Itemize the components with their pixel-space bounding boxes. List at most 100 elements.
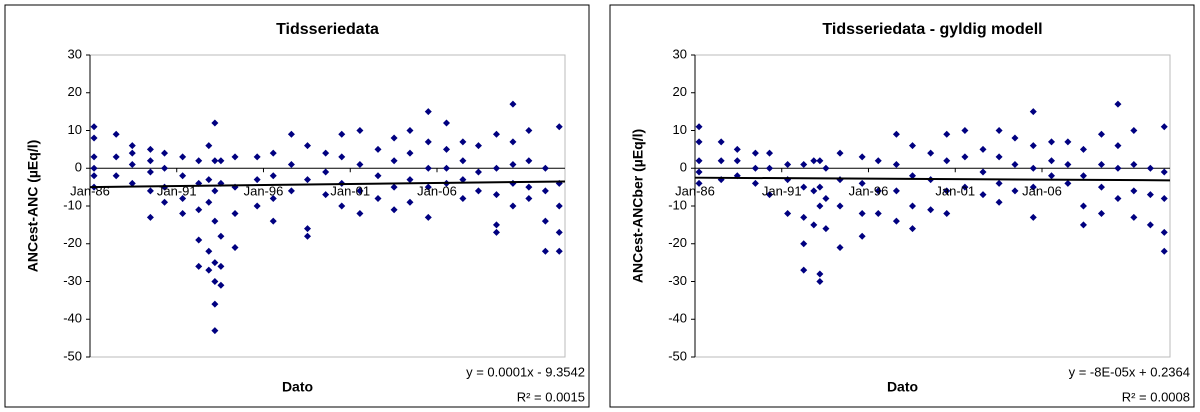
data-point	[800, 183, 808, 191]
data-point	[211, 119, 219, 127]
data-point	[338, 202, 346, 210]
data-point	[474, 142, 482, 150]
data-point	[943, 187, 951, 195]
data-point	[304, 176, 312, 184]
y-tick-label: -30	[63, 273, 82, 288]
data-point	[287, 187, 295, 195]
data-point	[128, 149, 136, 157]
data-point	[424, 164, 432, 172]
data-point	[961, 153, 969, 161]
data-point	[810, 221, 818, 229]
data-point	[211, 157, 219, 165]
data-point	[1064, 179, 1072, 187]
data-point	[205, 266, 213, 274]
trendline	[89, 180, 566, 189]
data-point	[205, 176, 213, 184]
chart-title: Tidsseriedata - gyldig modell	[822, 21, 1042, 38]
data-point	[179, 172, 187, 180]
data-point	[269, 172, 277, 180]
data-point	[555, 202, 563, 210]
data-point	[909, 142, 917, 150]
data-point	[1097, 210, 1105, 218]
data-point	[1047, 172, 1055, 180]
data-point	[541, 164, 549, 172]
data-point	[1160, 168, 1168, 176]
data-point	[816, 157, 824, 165]
y-tick-label: 10	[68, 122, 82, 137]
data-point	[90, 134, 98, 142]
data-point	[1114, 194, 1122, 202]
y-tick-label: 30	[673, 46, 687, 61]
data-point	[995, 153, 1003, 161]
data-point	[90, 153, 98, 161]
data-point	[211, 300, 219, 308]
data-point	[979, 145, 987, 153]
data-point	[146, 145, 154, 153]
data-point	[146, 168, 154, 176]
data-point	[1097, 130, 1105, 138]
data-point	[474, 187, 482, 195]
data-point	[1079, 172, 1087, 180]
data-point	[1011, 187, 1019, 195]
data-point	[406, 149, 414, 157]
data-point	[424, 183, 432, 191]
data-point	[1130, 127, 1138, 134]
x-tick-label: Jan-86	[675, 184, 715, 199]
data-point	[909, 202, 917, 210]
data-point	[195, 236, 203, 244]
data-point	[733, 157, 741, 165]
y-tick-label: 20	[673, 84, 687, 99]
data-point	[1160, 194, 1168, 202]
data-point	[816, 270, 824, 278]
data-point	[509, 100, 517, 108]
x-axis-label: Dato	[887, 379, 918, 395]
data-point	[695, 168, 703, 176]
data-point	[1130, 187, 1138, 195]
data-point	[509, 160, 517, 168]
data-point	[695, 123, 703, 131]
data-point	[338, 130, 346, 138]
data-point	[979, 191, 987, 199]
data-point	[217, 262, 225, 270]
x-tick-label: Jan-91	[157, 184, 197, 199]
data-point	[733, 145, 741, 153]
data-point	[374, 194, 382, 202]
data-point	[784, 210, 792, 218]
data-point	[304, 142, 312, 150]
data-point	[717, 138, 725, 146]
data-point	[459, 157, 467, 165]
data-point	[146, 187, 154, 195]
data-point	[90, 123, 98, 131]
data-point	[211, 327, 219, 335]
data-point	[128, 160, 136, 168]
data-point	[322, 149, 330, 157]
data-point	[390, 157, 398, 165]
data-point	[751, 164, 759, 172]
chart-title: Tidsseriedata	[276, 21, 379, 38]
y-tick-label: -40	[63, 311, 82, 326]
data-point	[541, 187, 549, 195]
data-point	[253, 153, 261, 161]
data-point	[810, 157, 818, 165]
data-point	[374, 145, 382, 153]
data-point	[874, 210, 882, 218]
data-point	[1029, 164, 1037, 172]
data-point	[943, 210, 951, 218]
data-point	[979, 168, 987, 176]
data-point	[525, 194, 533, 202]
data-point	[1064, 160, 1072, 168]
y-tick-label: 30	[68, 46, 82, 61]
y-tick-label: 0	[680, 160, 687, 175]
data-point	[322, 191, 330, 199]
data-point	[1114, 142, 1122, 150]
data-point	[766, 164, 774, 172]
data-point	[1130, 160, 1138, 168]
x-tick-label: Jan-06	[1022, 184, 1062, 199]
data-point	[909, 172, 917, 180]
data-point	[1079, 221, 1087, 229]
data-point	[1097, 160, 1105, 168]
data-point	[90, 172, 98, 180]
data-point	[751, 179, 759, 187]
data-point	[253, 202, 261, 210]
